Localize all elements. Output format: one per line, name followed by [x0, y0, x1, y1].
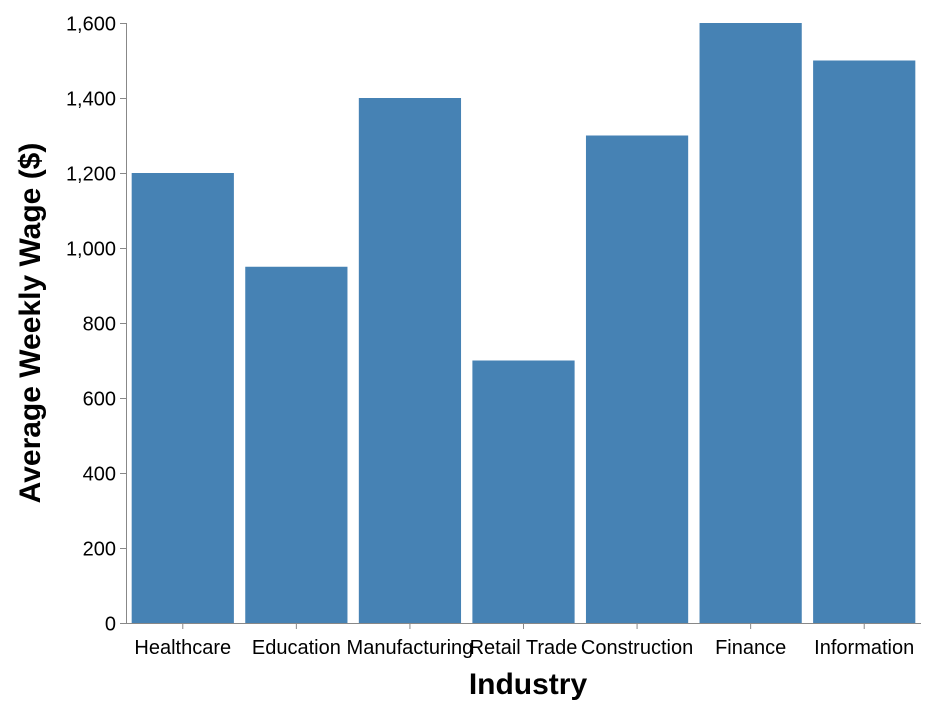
x-tick-label: Finance	[715, 637, 786, 659]
x-tick-label: Construction	[581, 637, 693, 659]
y-tick-label: 0	[105, 614, 116, 636]
y-tick-label: 800	[83, 314, 116, 336]
x-tick-label: Manufacturing	[347, 637, 474, 659]
x-tick-label: Information	[814, 637, 914, 659]
x-axis-title: Industry	[469, 668, 588, 701]
y-tick-label: 1,400	[66, 89, 116, 111]
bar-retail-trade	[472, 360, 575, 623]
y-tick-label: 600	[83, 389, 116, 411]
x-tick-label: Retail Trade	[470, 637, 578, 659]
bar-information	[813, 60, 916, 623]
bar-construction	[585, 135, 689, 623]
y-tick-label: 200	[83, 539, 116, 561]
y-tick-label: 1,000	[66, 239, 116, 261]
x-tick-label: Healthcare	[134, 637, 231, 659]
bar-healthcare	[131, 173, 234, 623]
bars-group	[131, 23, 916, 623]
y-tick-label: 400	[83, 464, 116, 486]
bar-finance	[699, 23, 802, 623]
y-tick-label: 1,200	[66, 164, 116, 186]
x-tick-label: Education	[252, 637, 341, 659]
y-tick-label: 1,600	[66, 14, 116, 36]
y-axis: 0 200 400 600 800 1,000 1,200 1,400 1,600	[66, 14, 127, 636]
y-axis-title: Average Weekly Wage ($)	[14, 143, 47, 504]
bar-manufacturing	[358, 98, 462, 623]
bar-education	[245, 266, 348, 623]
